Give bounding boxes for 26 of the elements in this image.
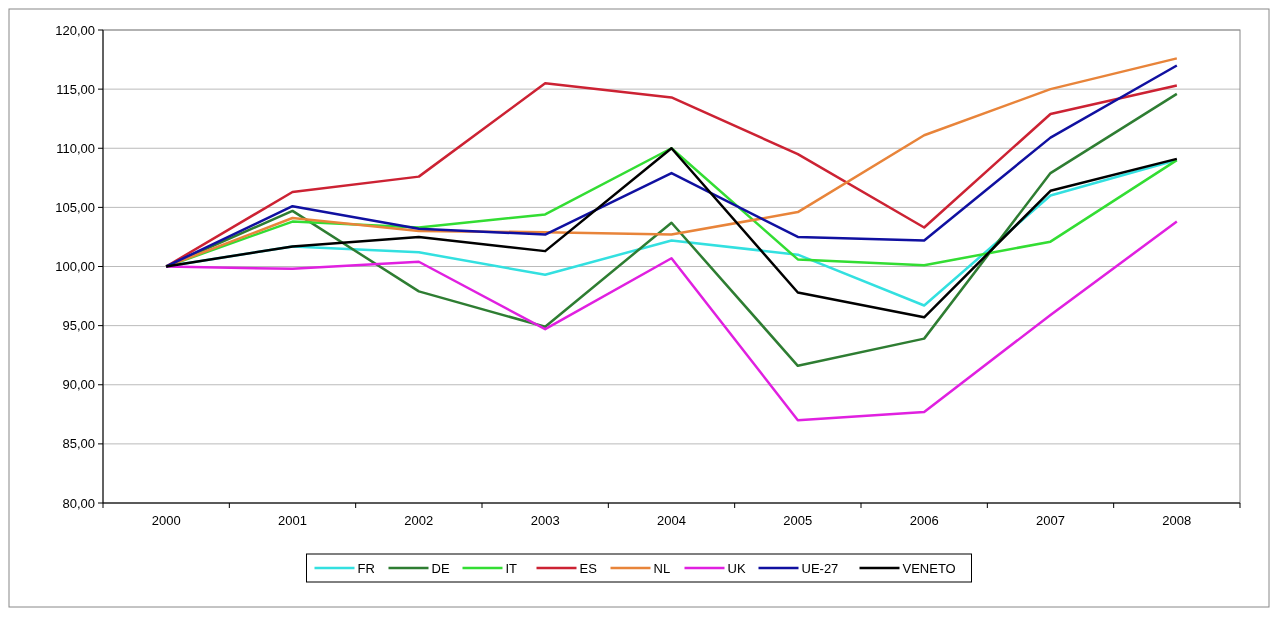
y-tick-label: 120,00 bbox=[55, 22, 95, 38]
x-tick-label: 2001 bbox=[278, 513, 307, 528]
x-tick-label: 2006 bbox=[909, 513, 939, 528]
x-tick-label: 2003 bbox=[530, 513, 560, 528]
legend-label: NL bbox=[653, 560, 671, 576]
y-tick-label: 105,00 bbox=[55, 199, 95, 215]
x-tick-label: 2007 bbox=[1036, 513, 1065, 528]
legend-label: FR bbox=[357, 560, 375, 576]
legend-label: ES bbox=[579, 560, 598, 576]
y-tick-label: 100,00 bbox=[55, 259, 95, 275]
y-tick-label: 85,00 bbox=[62, 436, 95, 452]
x-tick-label: 2000 bbox=[151, 513, 181, 528]
legend-label: UE-27 bbox=[801, 560, 839, 576]
y-tick-label: 110,00 bbox=[56, 140, 95, 156]
y-tick-label: 90,00 bbox=[62, 377, 95, 393]
x-tick-label: 2005 bbox=[783, 513, 813, 528]
y-tick-label: 80,00 bbox=[62, 495, 95, 511]
legend-label: UK bbox=[727, 560, 746, 576]
legend-label: VENETO bbox=[902, 560, 956, 576]
x-tick-label: 2004 bbox=[657, 513, 686, 528]
x-tick-label: 2008 bbox=[1162, 513, 1192, 528]
x-tick-label: 2002 bbox=[404, 513, 434, 528]
y-tick-label: 95,00 bbox=[62, 318, 95, 334]
legend-label: DE bbox=[431, 560, 450, 576]
legend-label: IT bbox=[505, 560, 518, 576]
y-tick-label: 115,00 bbox=[56, 81, 95, 97]
